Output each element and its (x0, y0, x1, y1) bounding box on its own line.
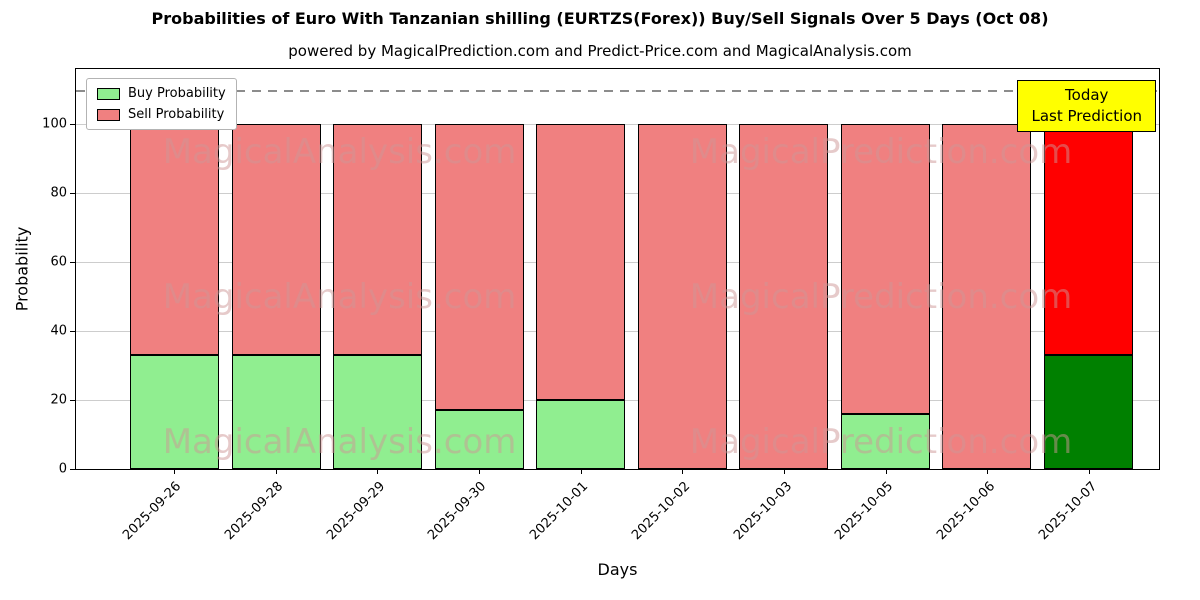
legend-label-buy: Buy Probability (128, 86, 226, 101)
x-tick-mark (275, 470, 277, 474)
x-tick-mark (580, 470, 582, 474)
plot-area: MagicalAnalysis.com MagicalPrediction.co… (42, 68, 1160, 477)
legend-label-sell: Sell Probability (128, 107, 225, 122)
sell-probability-bar (840, 124, 930, 414)
today-annotation: Today Last Prediction (1017, 80, 1156, 132)
chart-subtitle: powered by MagicalPrediction.com and Pre… (288, 42, 912, 60)
bar-slot (327, 69, 429, 469)
bar-slot (429, 69, 531, 469)
x-tick-slot: 2025-10-03 (730, 470, 835, 555)
x-tick-slot: 2025-10-01 (527, 470, 632, 555)
x-tick-label: 2025-09-26 (120, 479, 185, 544)
legend: Buy Probability Sell Probability (86, 78, 237, 130)
y-tick-label: 20 (50, 392, 67, 408)
y-tick-label: 80 (50, 185, 67, 201)
stacked-bar (130, 124, 220, 469)
stacked-bar (536, 124, 626, 469)
bar-slot (733, 69, 835, 469)
stacked-bar (434, 124, 524, 469)
x-tick-mark (987, 470, 989, 474)
legend-item-sell: Sell Probability (97, 107, 226, 122)
y-tick-label: 0 (58, 461, 67, 477)
x-tick-label: 2025-10-07 (1035, 479, 1100, 544)
x-tick-mark (478, 470, 480, 474)
x-tick-label: 2025-09-29 (323, 479, 388, 544)
x-axis-label: Days (597, 560, 638, 579)
x-tick-slot: 2025-10-02 (628, 470, 734, 555)
legend-swatch-sell (97, 108, 120, 121)
xticks-row: 2025-09-26 2025-09-28 2025-09-29 2025-09-30… (75, 470, 1160, 555)
x-tick-mark (173, 470, 175, 474)
sell-probability-bar (231, 124, 321, 356)
bar-slot (632, 69, 734, 469)
x-tick-mark (377, 470, 379, 474)
y-tick-label: 60 (50, 254, 67, 270)
annotation-line2: Last Prediction (1031, 107, 1142, 125)
legend-item-buy: Buy Probability (97, 86, 226, 101)
stacked-bar (840, 124, 930, 469)
bar-slot (124, 69, 226, 469)
y-tick-label: 100 (42, 116, 67, 132)
y-tick-mark (70, 469, 75, 470)
x-tick-label: 2025-10-03 (730, 479, 795, 544)
stacked-bar (333, 124, 423, 469)
sell-probability-bar (536, 124, 626, 401)
sell-probability-bar (1043, 124, 1133, 356)
bar-slot (530, 69, 632, 469)
bars-row (76, 69, 1159, 469)
y-tick-mark (70, 193, 75, 195)
x-tick-slot: 2025-09-29 (323, 470, 428, 555)
stacked-bar (231, 124, 321, 469)
x-tick-slot: 2025-09-30 (425, 470, 530, 555)
x-tick-label: 2025-10-05 (832, 479, 897, 544)
buy-probability-bar (840, 413, 930, 469)
x-tick-label: 2025-10-01 (527, 479, 592, 544)
threshold-dashed-line (76, 89, 1159, 92)
buy-probability-bar (1043, 355, 1133, 469)
x-tick-slot: 2025-10-05 (832, 470, 937, 555)
x-tick-label: 2025-10-02 (628, 479, 693, 544)
x-tick-label: 2025-10-06 (934, 479, 999, 544)
bar-slot (936, 69, 1038, 469)
chart-title: Probabilities of Euro With Tanzanian shi… (151, 9, 1049, 28)
buy-probability-bar (231, 355, 321, 469)
bar-slot (226, 69, 328, 469)
y-tick-mark (70, 400, 75, 402)
x-tick-label: 2025-09-28 (222, 479, 287, 544)
buy-probability-bar (536, 400, 626, 469)
x-tick-slot: 2025-10-06 (934, 470, 1039, 555)
x-tick-slot: 2025-09-28 (222, 470, 327, 555)
sell-probability-bar (739, 124, 829, 469)
y-tick-mark (70, 124, 75, 126)
y-axis-label: Probability (12, 226, 32, 312)
sell-probability-bar (130, 124, 220, 356)
x-tick-mark (885, 470, 887, 474)
sell-probability-bar (942, 124, 1032, 469)
bar-slot (1038, 69, 1140, 469)
legend-swatch-buy (97, 87, 120, 100)
stacked-bar (739, 124, 829, 469)
x-tick-label: 2025-09-30 (425, 479, 490, 544)
sell-probability-bar (637, 124, 727, 469)
x-tick-slot: 2025-09-26 (120, 470, 225, 555)
y-tick-label: 40 (50, 323, 67, 339)
sell-probability-bar (333, 124, 423, 356)
x-tick-mark (784, 470, 786, 474)
stacked-bar (942, 124, 1032, 469)
buy-probability-bar (130, 355, 220, 469)
stacked-bar (637, 124, 727, 469)
y-tick-mark (70, 331, 75, 333)
stacked-bar (1043, 124, 1133, 469)
bar-slot (835, 69, 937, 469)
buy-probability-bar (434, 410, 524, 469)
annotation-line1: Today (1065, 86, 1109, 104)
x-tick-mark (682, 470, 684, 474)
buy-probability-bar (333, 355, 423, 469)
x-tick-slot: 2025-10-07 (1035, 470, 1140, 555)
x-tick-mark (1089, 470, 1091, 474)
sell-probability-bar (434, 124, 524, 411)
y-tick-mark (70, 262, 75, 264)
